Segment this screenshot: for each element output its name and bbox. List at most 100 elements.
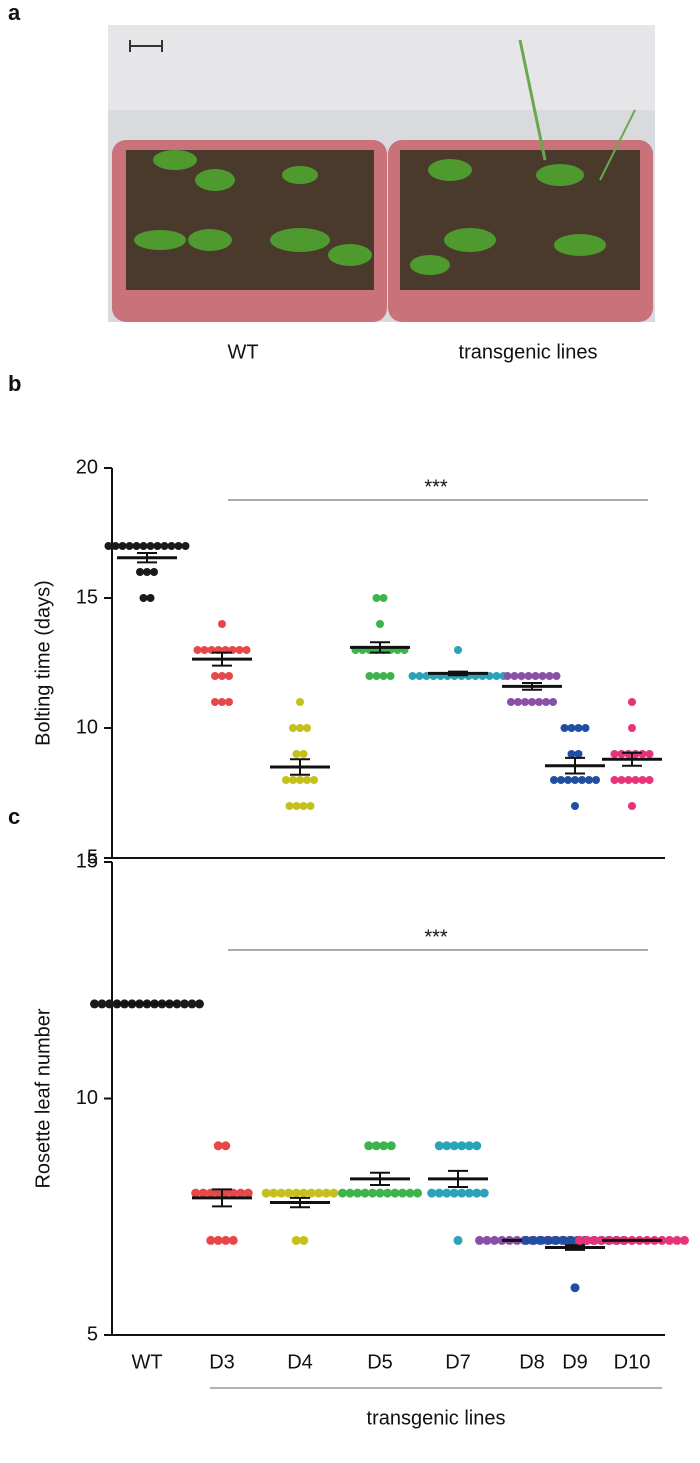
data-point [386, 672, 395, 680]
data-point [228, 1235, 238, 1245]
data-point [582, 1235, 592, 1245]
data-point [181, 542, 190, 550]
data-point [364, 1141, 374, 1151]
y-tick-label: 5 [87, 846, 98, 868]
data-point [153, 542, 162, 550]
data-point [296, 698, 304, 706]
data-point [415, 672, 424, 680]
data-point [405, 1188, 415, 1198]
data-point [442, 1188, 452, 1198]
data-point [218, 698, 226, 706]
data-point [235, 646, 244, 654]
data-point [376, 620, 384, 628]
data-point [299, 1235, 309, 1245]
data-point [479, 1188, 489, 1198]
significance-label: *** [424, 476, 448, 498]
data-point [503, 672, 512, 680]
data-point [434, 1188, 444, 1198]
data-point [567, 750, 576, 758]
data-point [490, 1235, 499, 1245]
panel-label: c [8, 804, 20, 829]
data-point [291, 1188, 301, 1198]
data-point [90, 999, 99, 1009]
data-point [528, 698, 536, 706]
data-point [427, 1188, 437, 1198]
data-point [567, 724, 576, 732]
data-point [524, 672, 533, 680]
data-point [578, 776, 586, 784]
data-point [550, 776, 558, 784]
significance-label: *** [424, 926, 448, 948]
data-point [353, 1188, 362, 1198]
y-tick-label: 10 [76, 1087, 98, 1109]
data-point [306, 1188, 316, 1198]
y-tick-label: 10 [76, 716, 98, 738]
data-point [386, 1141, 396, 1151]
data-point [368, 1188, 377, 1198]
data-point [303, 776, 311, 784]
y-axis-label: Bolting time (days) [32, 580, 54, 746]
x-tick-label: D9 [562, 1351, 588, 1373]
y-tick-label: 5 [87, 1323, 98, 1345]
data-point [329, 1188, 339, 1198]
data-point [545, 672, 554, 680]
data-point [299, 1188, 309, 1198]
data-point [571, 802, 579, 810]
data-point [379, 1141, 389, 1151]
data-point [296, 724, 304, 732]
data-point [521, 698, 529, 706]
x-tick-label: D3 [209, 1351, 235, 1373]
data-point [557, 776, 565, 784]
photo-label: transgenic lines [459, 341, 598, 363]
data-point [638, 750, 647, 758]
data-point [475, 1235, 484, 1245]
data-point [372, 594, 381, 602]
data-point [464, 1188, 474, 1198]
data-point [631, 776, 640, 784]
data-point [218, 672, 226, 680]
data-point [139, 594, 148, 602]
data-point [538, 672, 547, 680]
data-point [193, 646, 202, 654]
data-point [198, 1188, 208, 1198]
photo-label: WT [227, 341, 258, 363]
data-point [571, 776, 579, 784]
data-point [472, 1188, 482, 1198]
data-point [211, 672, 219, 680]
data-point [408, 672, 417, 680]
data-point [390, 1188, 400, 1198]
data-point [454, 646, 462, 654]
data-point [191, 1188, 201, 1198]
y-tick-label: 15 [76, 586, 98, 608]
photo [108, 25, 655, 322]
data-point [225, 672, 233, 680]
data-point [552, 672, 561, 680]
data-point [213, 1235, 223, 1245]
data-point [457, 1141, 467, 1151]
data-point [211, 698, 219, 706]
data-point [413, 1188, 422, 1198]
data-point [174, 542, 183, 550]
group-label: transgenic lines [367, 1407, 506, 1429]
data-point [449, 1188, 459, 1198]
data-point [291, 1235, 301, 1245]
data-point [521, 1235, 531, 1245]
data-point [150, 568, 158, 576]
data-point [680, 1235, 689, 1245]
data-point [531, 672, 540, 680]
data-point [492, 672, 501, 680]
data-point [296, 776, 304, 784]
data-point [206, 1235, 216, 1245]
data-point [379, 672, 388, 680]
data-point [517, 672, 526, 680]
data-point [221, 1235, 231, 1245]
data-point [289, 724, 297, 732]
data-point [125, 542, 134, 550]
data-point [375, 1188, 385, 1198]
data-point [551, 1235, 561, 1245]
data-point [453, 1235, 463, 1245]
data-point [213, 1188, 223, 1198]
x-tick-label: D5 [367, 1351, 393, 1373]
data-point [314, 1188, 324, 1198]
data-point [510, 672, 519, 680]
